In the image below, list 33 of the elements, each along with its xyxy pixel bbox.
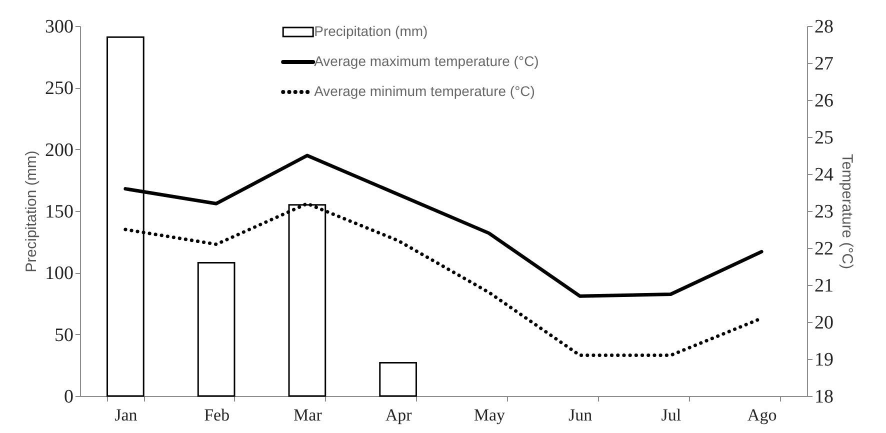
y2-tick-label: 28	[814, 16, 834, 38]
x-tick-label: Ago	[747, 406, 777, 424]
y-tick-label: 100	[45, 263, 74, 284]
y2-tick-label: 22	[814, 238, 834, 260]
y2-tick-label: 18	[814, 386, 834, 408]
y2-tick-label: 23	[814, 202, 834, 222]
x-tick-label: May	[474, 406, 506, 424]
y-tick-label: 0	[64, 386, 74, 408]
y2-tick-label: 27	[814, 54, 834, 74]
y2-tick-label: 21	[814, 276, 834, 296]
legend-label: Precipitation (mm)	[314, 23, 428, 39]
y-tick-label: 250	[45, 78, 74, 100]
x-tick-label: Jul	[661, 406, 682, 424]
x-tick-label: Feb	[204, 406, 230, 424]
y-axis-title: Precipitation (mm)	[23, 150, 40, 272]
y2-tick-label: 24	[814, 164, 834, 186]
x-tick-label: Mar	[294, 406, 322, 424]
y-tick-label: 300	[45, 16, 74, 38]
y2-tick-label: 19	[814, 350, 834, 370]
y2-tick-label: 25	[814, 128, 834, 148]
legend-label: Average maximum temperature (°C)	[314, 53, 539, 69]
y-tick-label: 200	[45, 140, 74, 161]
y2-axis-title: Temperature (°C)	[838, 154, 856, 270]
bar	[197, 262, 236, 397]
x-tick-label: Apr	[385, 406, 412, 424]
legend-label: Average minimum temperature (°C)	[314, 83, 535, 99]
y2-tick-label: 26	[814, 90, 834, 112]
x-tick-label: Jun	[568, 406, 593, 424]
y2-tick-label: 20	[814, 312, 834, 334]
y-tick-label: 150	[45, 202, 74, 222]
y-tick-label: 50	[54, 324, 74, 346]
x-tick-label: Jan	[114, 406, 138, 424]
bar	[379, 362, 417, 397]
